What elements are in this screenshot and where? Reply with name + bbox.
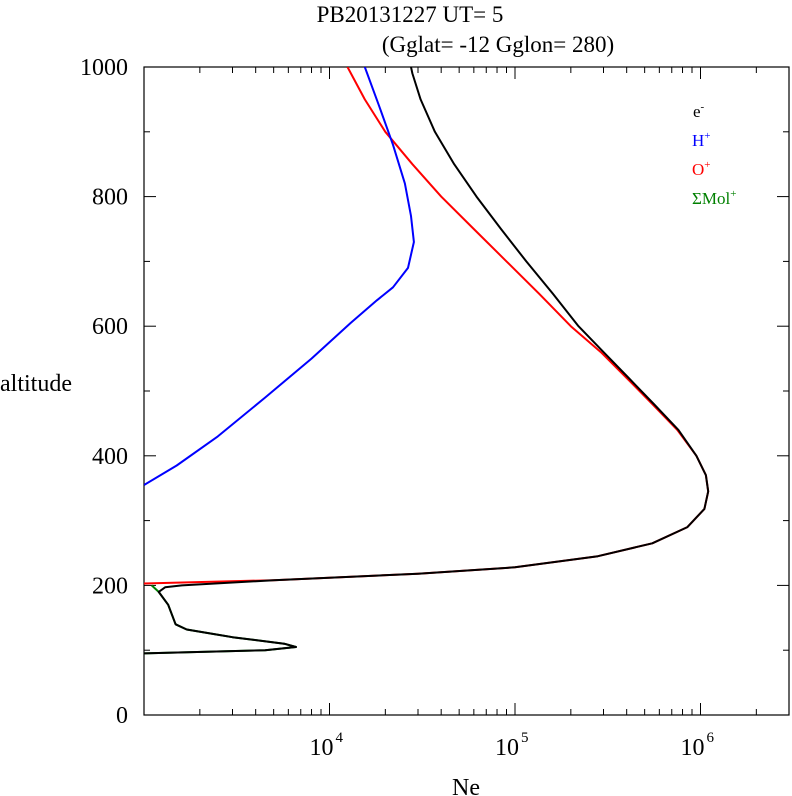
legend-entry: ΣMol+	[692, 188, 736, 208]
x-tick-labels: 10 4 10 5 10 6	[309, 730, 714, 761]
x-tick-label-exponent: 4	[335, 730, 343, 746]
y-tick-label: 400	[92, 444, 128, 470]
legend-entry: O+	[692, 159, 711, 179]
series-line-h	[144, 67, 415, 486]
y-tick-label: 200	[92, 573, 128, 599]
axis-ticks	[143, 66, 790, 716]
x-axis-label: Ne	[452, 775, 480, 796]
y-tick-label: 600	[92, 314, 128, 340]
chart-title-line2: (Gglat= -12 Gglon= 280)	[382, 32, 614, 57]
series-lines	[144, 67, 710, 655]
x-tick-label-exponent: 5	[521, 730, 529, 746]
y-tick-label: 1000	[80, 55, 128, 81]
y-axis-label: altitude	[0, 371, 72, 397]
legend-entry: e-	[693, 101, 705, 121]
x-tick-label-exponent: 6	[706, 730, 714, 746]
series-line-o	[144, 67, 710, 585]
y-tick-label: 0	[116, 703, 128, 729]
chart-title-line1: PB20131227 UT= 5	[317, 2, 504, 27]
series-line-e	[144, 67, 710, 655]
x-tick-label: 10	[495, 735, 519, 761]
x-tick-label: 10	[680, 735, 704, 761]
y-tick-labels: 0 200 400 600 800 1000	[80, 55, 128, 729]
x-tick-label: 10	[309, 735, 333, 761]
legend-entry: H+	[692, 130, 711, 150]
legend: e- H+ O+ ΣMol+	[692, 101, 736, 208]
y-tick-label: 800	[92, 185, 128, 211]
